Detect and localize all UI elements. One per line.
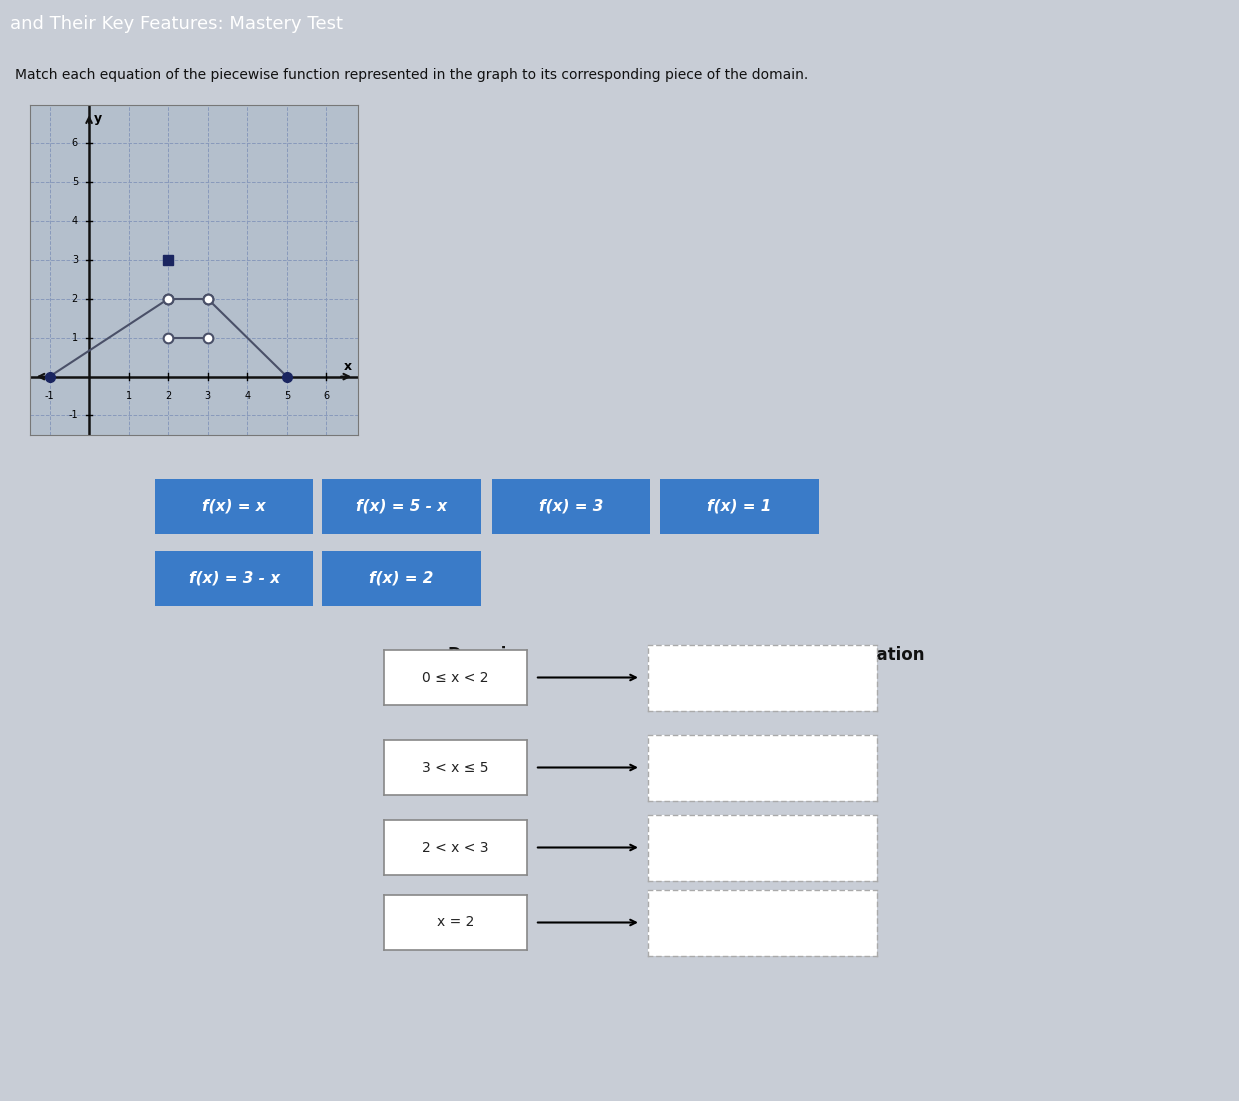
Text: 6: 6: [323, 391, 330, 402]
Text: 1: 1: [125, 391, 131, 402]
Text: x = 2: x = 2: [436, 916, 475, 929]
Text: 4: 4: [244, 391, 250, 402]
Text: and Their Key Features: Mastery Test: and Their Key Features: Mastery Test: [10, 14, 343, 33]
Text: f(x) = 3: f(x) = 3: [539, 499, 603, 514]
Text: y: y: [94, 111, 102, 124]
Text: 1: 1: [72, 333, 78, 342]
Text: 3 < x ≤ 5: 3 < x ≤ 5: [422, 761, 488, 774]
Text: -1: -1: [68, 411, 78, 421]
Text: 4: 4: [72, 216, 78, 226]
Text: f(x) = 3 - x: f(x) = 3 - x: [188, 570, 280, 586]
Text: 0 ≤ x < 2: 0 ≤ x < 2: [422, 671, 488, 685]
Text: Match each equation of the piecewise function represented in the graph to its co: Match each equation of the piecewise fun…: [15, 68, 808, 81]
Text: Function Equation: Function Equation: [756, 646, 924, 664]
Text: x: x: [344, 360, 352, 373]
Text: f(x) = 1: f(x) = 1: [707, 499, 772, 514]
Text: 5: 5: [284, 391, 290, 402]
Text: 6: 6: [72, 139, 78, 149]
Text: f(x) = 5 - x: f(x) = 5 - x: [356, 499, 447, 514]
Text: 5: 5: [72, 177, 78, 187]
Text: 3: 3: [72, 255, 78, 265]
Text: f(x) = x: f(x) = x: [202, 499, 266, 514]
Text: 2: 2: [72, 294, 78, 304]
Text: f(x) = 2: f(x) = 2: [369, 570, 434, 586]
Text: Domain: Domain: [447, 646, 519, 664]
Text: 2 < x < 3: 2 < x < 3: [422, 840, 488, 854]
Text: 2: 2: [165, 391, 171, 402]
Text: 3: 3: [204, 391, 211, 402]
Text: -1: -1: [45, 391, 55, 402]
